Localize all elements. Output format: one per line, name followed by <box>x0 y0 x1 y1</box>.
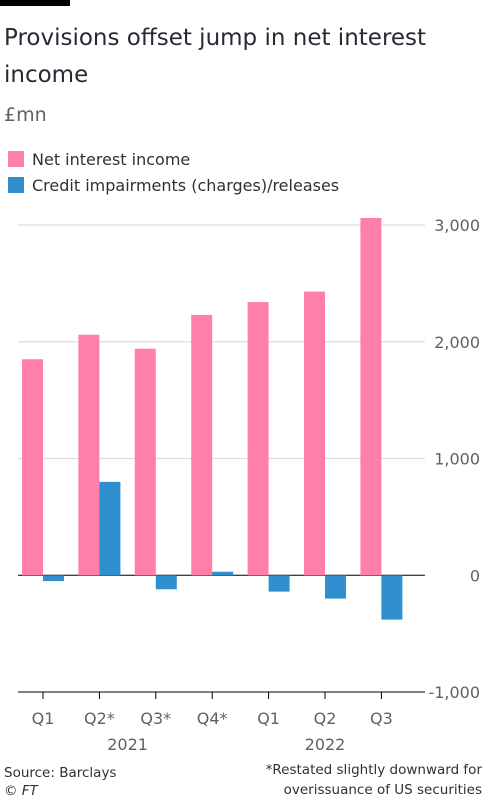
bar-credit-impairments <box>212 571 234 576</box>
bar-net-interest-income <box>78 334 100 576</box>
legend-label: Credit impairments (charges)/releases <box>32 175 340 195</box>
bar-credit-impairments <box>155 575 177 590</box>
x-tick-label: Q2 <box>314 709 337 728</box>
legend: Net interest income Credit impairments (… <box>4 146 339 198</box>
legend-item-credit-impairments: Credit impairments (charges)/releases <box>4 172 339 198</box>
bar-net-interest-income <box>360 217 382 576</box>
bar-credit-impairments <box>381 575 403 620</box>
y-tick-label: 3,000 <box>434 216 480 235</box>
footnote: *Restated slightly downward for overissu… <box>265 762 482 798</box>
legend-swatch-blue <box>8 177 24 193</box>
year-group-label: 2022 <box>305 735 346 754</box>
bar-net-interest-income <box>304 291 325 576</box>
y-tick-label: 0 <box>470 566 480 585</box>
bar-net-interest-income <box>22 359 43 576</box>
x-tick-label: Q2* <box>84 709 115 728</box>
chart-unit: £mn <box>4 104 47 126</box>
x-tick-label: Q1 <box>257 709 280 728</box>
bar-credit-impairments <box>325 575 346 599</box>
year-group-label: 2021 <box>107 735 148 754</box>
y-tick-label: 2,000 <box>434 333 480 352</box>
legend-item-net-interest-income: Net interest income <box>4 146 339 172</box>
x-tick-label: Q3* <box>140 709 171 728</box>
bar-net-interest-income <box>247 302 269 576</box>
bar-credit-impairments <box>43 575 64 582</box>
legend-swatch-pink <box>8 151 24 167</box>
x-tick-label: Q1 <box>32 709 55 728</box>
legend-label: Net interest income <box>32 149 191 169</box>
bar-credit-impairments <box>99 481 121 576</box>
bar-net-interest-income <box>134 348 156 576</box>
x-tick-label: Q3 <box>370 709 393 728</box>
copyright-ft: © FT <box>4 783 38 799</box>
y-tick-label: 1,000 <box>434 450 480 469</box>
chart-title: Provisions offset jump in net interest i… <box>4 25 427 88</box>
source-note: Source: Barclays <box>4 765 117 781</box>
bar-credit-impairments <box>268 575 290 592</box>
bar-chart: 3,000 2,000 1,000 0 -1,000 Q1 Q2* Q3* Q4* Q1 Q2 Q3 2… <box>18 216 480 754</box>
x-tick-label: Q4* <box>197 709 228 728</box>
y-tick-label: -1,000 <box>428 683 480 702</box>
bar-net-interest-income <box>191 314 213 576</box>
ft-brand-bar <box>0 0 70 6</box>
